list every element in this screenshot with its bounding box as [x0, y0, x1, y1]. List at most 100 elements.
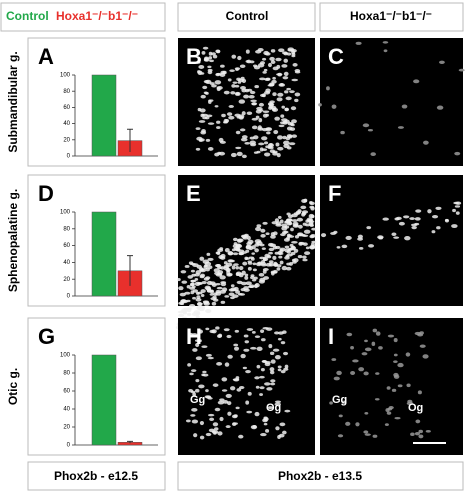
- cell: [262, 113, 268, 118]
- cell: [291, 240, 298, 244]
- cell: [284, 245, 290, 249]
- cell: [263, 68, 268, 72]
- cell: [230, 91, 236, 95]
- cell: [218, 333, 223, 338]
- cell: [355, 41, 362, 45]
- cell: [227, 251, 234, 256]
- cell: [268, 82, 275, 87]
- cell: [250, 346, 257, 350]
- cell: [378, 346, 383, 350]
- cell: [262, 221, 268, 225]
- cell: [195, 342, 200, 348]
- cell: [302, 242, 308, 246]
- cell: [264, 253, 270, 258]
- cell: [378, 236, 384, 240]
- cell: [336, 370, 342, 376]
- cell: [352, 359, 359, 363]
- cell: [190, 369, 197, 373]
- cell: [255, 385, 260, 389]
- cell: [331, 104, 337, 109]
- cell: [233, 263, 239, 267]
- cell: [414, 217, 421, 221]
- cell: [387, 407, 393, 411]
- cell: [309, 205, 315, 209]
- cell: [267, 146, 274, 150]
- cell: [321, 233, 327, 238]
- cell: [260, 93, 266, 98]
- cell: [272, 152, 278, 156]
- cell: [231, 248, 236, 252]
- cell: [273, 129, 279, 135]
- cell: [406, 383, 411, 388]
- cell: [254, 411, 260, 417]
- cell: [286, 87, 291, 91]
- cell: [275, 223, 282, 227]
- cell: [260, 263, 267, 267]
- cell: [269, 149, 276, 154]
- bar: [91, 74, 117, 157]
- cell: [262, 71, 267, 74]
- cell: [220, 300, 226, 304]
- cell: [225, 267, 230, 272]
- cell: [251, 330, 256, 334]
- cell: [304, 251, 311, 255]
- cell: [191, 312, 198, 317]
- cell: [258, 102, 264, 107]
- cell: [326, 86, 330, 91]
- cell: [270, 49, 276, 53]
- cell: [200, 94, 206, 99]
- cell: [289, 243, 294, 247]
- cell: [283, 237, 290, 242]
- cell: [256, 346, 263, 352]
- cell: [214, 105, 219, 108]
- cell: [213, 431, 217, 435]
- cell: [207, 257, 214, 262]
- cell: [264, 382, 271, 386]
- image-label: Gg: [332, 394, 347, 406]
- cell: [366, 226, 372, 230]
- cell: [250, 276, 255, 280]
- cell: [289, 90, 295, 94]
- cell: [187, 275, 193, 279]
- cell: [249, 140, 256, 145]
- cell: [418, 429, 423, 434]
- cell: [293, 248, 299, 253]
- cell: [283, 51, 288, 56]
- y-tick-label: 0: [67, 443, 71, 449]
- cell: [414, 432, 420, 436]
- cell: [269, 370, 275, 375]
- cell: [372, 434, 378, 438]
- cell: [268, 242, 274, 247]
- cell: [394, 217, 400, 221]
- cell: [251, 252, 256, 255]
- cell: [393, 353, 398, 357]
- cell: [251, 125, 258, 130]
- legend-entry: Hoxa1⁻/⁻b1⁻/⁻: [56, 9, 138, 23]
- cell: [198, 329, 203, 334]
- cell: [274, 251, 279, 255]
- cell: [234, 91, 241, 96]
- cell: [273, 262, 279, 267]
- cell: [225, 119, 230, 123]
- cell: [189, 304, 196, 308]
- cell: [251, 117, 258, 121]
- cell: [219, 416, 224, 422]
- cell: [263, 50, 270, 56]
- cell: [192, 289, 199, 293]
- cell: [435, 206, 442, 210]
- y-tick-label: 60: [63, 105, 70, 111]
- cell: [278, 433, 285, 438]
- cell: [236, 151, 243, 157]
- y-tick-label: 40: [63, 407, 70, 413]
- cell: [397, 384, 403, 388]
- cell: [259, 77, 266, 81]
- cell: [258, 109, 264, 112]
- y-tick-label: 20: [63, 137, 70, 143]
- cell: [393, 236, 400, 239]
- cell: [311, 227, 317, 231]
- cell: [296, 217, 304, 222]
- cell: [363, 371, 369, 376]
- cell: [245, 49, 250, 54]
- cell: [240, 288, 246, 292]
- cell: [217, 151, 222, 155]
